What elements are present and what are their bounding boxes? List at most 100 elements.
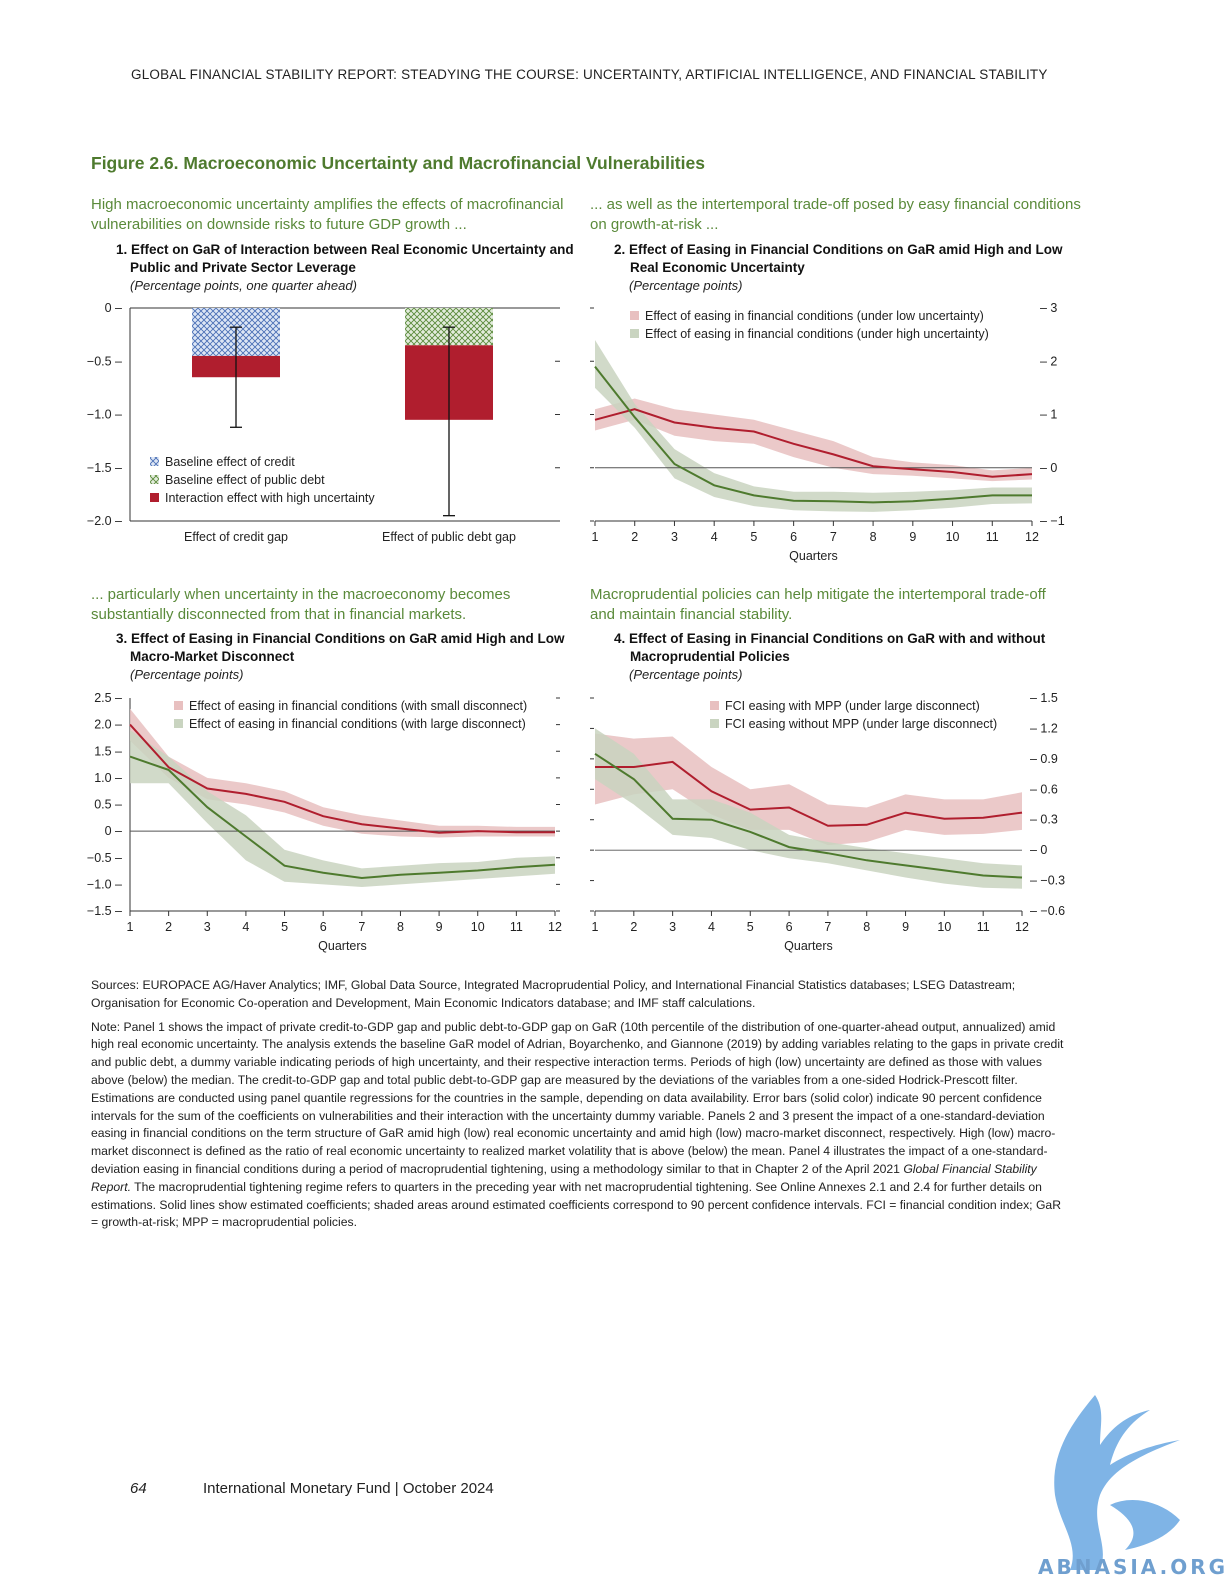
x-axis-label: Quarters [789,549,838,563]
confidence-band [595,728,1022,889]
x-tick-label: 1 [592,920,599,934]
panel-2-lead-line: ... as well as the intertemporal trade-o… [590,196,1081,213]
note-italic: Global Financial Stability Report. [91,1161,1037,1194]
method-note: Note: Panel 1 shows the impact of privat… [91,1019,1066,1233]
page-number: 64 [130,1480,147,1497]
x-tick-label: 9 [909,530,916,544]
panel-4-lead: Macroprudential policies can help mitiga… [590,585,1046,625]
y-tick-label: – 1.2 [1030,721,1058,735]
legend-swatch [710,719,719,728]
x-tick-label: 6 [790,530,797,544]
legend-label: Baseline effect of credit [165,455,295,469]
y-tick-label: – −0.6 [1030,904,1065,918]
confidence-band [595,340,1032,512]
x-tick-label: 12 [1015,920,1029,934]
x-tick-label: 4 [242,920,249,934]
legend-swatch [150,493,159,502]
panel-1-chart: 0 – −0.5 – −1.0 – −1.5 – −2.0 – Effect of cre… [87,301,560,544]
x-tick-label: 5 [750,530,757,544]
watermark-logo [1054,1395,1180,1570]
series-line [129,755,556,880]
panel-3-chart: 2.5 – 2.0 – 1.5 – 1.0 – 0.5 – 0 – −0.5 – −1.0 –… [87,691,562,953]
panel-4-title-line: Macroprudential Policies [630,649,790,664]
panel-4-lead-line: and maintain financial stability. [590,606,793,623]
legend-label: Effect of easing in financial conditions… [189,699,527,713]
y-tick-label: −1.0 – [87,408,122,422]
panel-3-title-line: 3. Effect of Easing in Financial Conditi… [116,631,565,646]
panel-1-title-line: 1. Effect on GaR of Interaction between … [116,242,574,257]
panel-4-title: 4. Effect of Easing in Financial Conditi… [614,630,1045,666]
x-tick-label: 9 [902,920,909,934]
x-tick-label: 11 [986,530,999,544]
x-tick-label: 8 [870,530,877,544]
panel-3-title: 3. Effect of Easing in Financial Conditi… [116,630,565,666]
legend-swatch [710,701,719,710]
y-tick-label: −2.0 – [87,514,122,528]
x-axis-label: Quarters [318,939,367,953]
legend-swatch [150,475,159,484]
panel-3-lead: ... particularly when uncertainty in the… [91,585,510,625]
confidence-band [595,733,1022,846]
x-category-label: Effect of credit gap [184,530,288,544]
y-tick-label: −1.5 – [87,904,122,918]
panel-1-subtitle: (Percentage points, one quarter ahead) [130,278,357,293]
y-tick-label: – 2 [1040,354,1057,368]
y-tick-label: 2.0 – [94,718,122,732]
x-tick-label: 1 [592,530,599,544]
x-tick-label: 6 [786,920,793,934]
panel-4-subtitle: (Percentage points) [629,667,743,682]
y-tick-label: −0.5 – [87,851,122,865]
y-tick-label: 0.5 – [94,798,122,812]
y-tick-label: – 3 [1040,301,1057,315]
running-head: GLOBAL FINANCIAL STABILITY REPORT: STEAD… [131,67,1048,82]
y-tick-label: – 0.3 [1030,813,1058,827]
legend-swatch [150,457,159,466]
panel-2-title: 2. Effect of Easing in Financial Conditi… [614,241,1063,277]
y-tick-label: – 0.9 [1030,752,1058,766]
x-tick-label: 3 [204,920,211,934]
panel-4-lead-line: Macroprudential policies can help mitiga… [590,586,1046,603]
panel-2-chart: – 3– 2– 1– 0– −11 2 3 4 5 6 7 8 9 10 11 12QuartersE… [590,301,1065,563]
y-tick-label: −0.5 – [87,354,122,368]
y-tick-label: – 0 [1040,461,1057,475]
x-tick-label: 9 [436,920,443,934]
legend-label: Effect of easing in financial conditions… [645,327,989,341]
y-tick-label: 1.0 – [94,771,122,785]
panel-3-lead-line: ... particularly when uncertainty in the… [91,586,511,603]
y-tick-label: – −1 [1040,514,1065,528]
panel-2-title-line: Real Economic Uncertainty [630,260,805,275]
x-tick-label: 10 [937,920,951,934]
legend-swatch [174,719,183,728]
x-tick-label: 4 [711,530,718,544]
x-axis-label: Quarters [784,939,833,953]
legend-label: Baseline effect of public debt [165,473,325,487]
series-line [595,760,1023,827]
y-tick-label: −1.5 – [87,461,122,475]
x-tick-label: 5 [747,920,754,934]
confidence-band [595,398,1032,482]
x-tick-label: 2 [165,920,172,934]
series-line [594,408,1033,478]
legend-label: Interaction effect with high uncertainty [165,491,375,505]
x-tick-label: 6 [320,920,327,934]
panel-4-title-line: 4. Effect of Easing in Financial Conditi… [614,631,1046,646]
y-tick-label: 0 – [105,301,122,315]
y-tick-label: 0 – [105,824,122,838]
panel-2-lead: ... as well as the intertemporal trade-o… [590,195,1081,235]
x-tick-label: 12 [548,920,562,934]
panel-2-lead-line: on growth-at-risk ... [590,216,719,233]
x-tick-label: 2 [631,530,638,544]
note-text: Note: Panel 1 shows the impact of privat… [91,1019,1064,1176]
x-tick-label: 10 [471,920,485,934]
series-line [594,365,1032,504]
confidence-band [130,730,555,887]
y-tick-label: 2.5 – [94,691,122,705]
legend-swatch [174,701,183,710]
panel-4-chart: – 1.5 – 1.2 – 0.9 – 0.6 – 0.3 – 0 – −0.3 – −0.6… [590,691,1065,953]
x-tick-label: 1 [127,920,134,934]
confidence-band [130,708,555,838]
y-tick-label: – 1 [1040,408,1057,422]
x-tick-label: 11 [510,920,523,934]
panel-2-title-line: 2. Effect of Easing in Financial Conditi… [614,242,1063,257]
sources-note: Sources: EUROPACE AG/Haver Analytics; IM… [91,978,1016,1010]
